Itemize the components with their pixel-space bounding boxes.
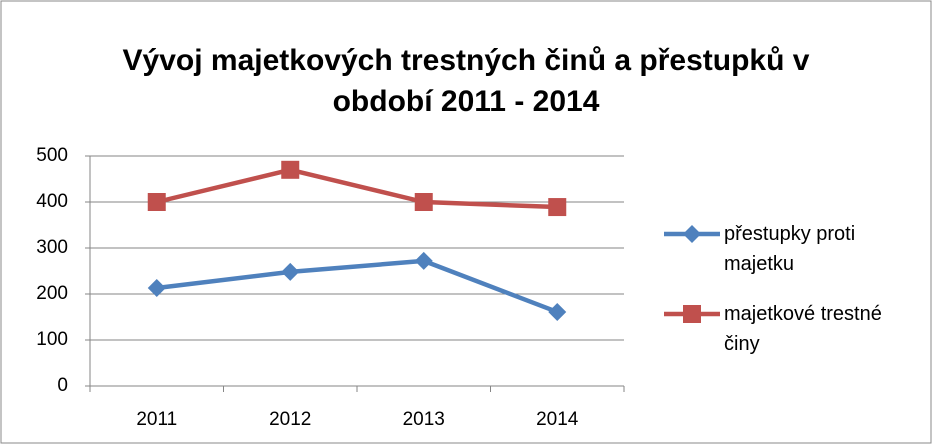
point-marker (147, 193, 166, 211)
series-line (156, 167, 558, 210)
legend-label: majetkové trestné činy (724, 303, 882, 355)
point-marker (147, 279, 166, 298)
x-tick-label: 2013 (403, 409, 445, 430)
y-tick-label: 0 (57, 375, 68, 396)
point-marker (414, 251, 433, 270)
point-marker (414, 193, 433, 211)
y-tick-label: 200 (36, 283, 68, 304)
x-tick-label: 2011 (136, 409, 177, 430)
legend-label: přestupky proti majetku (724, 223, 856, 275)
legend-marker (683, 305, 701, 323)
x-tick-label: 2014 (536, 409, 579, 430)
point-marker (548, 302, 567, 321)
y-tick-label: 500 (36, 145, 68, 166)
y-tick-label: 300 (36, 237, 68, 258)
x-tick-label: 2012 (269, 409, 311, 430)
chart-title: Vývoj majetkových trestných činů a přest… (122, 44, 810, 118)
y-tick-label: 100 (36, 329, 68, 350)
point-marker (281, 160, 300, 179)
legend-marker (683, 225, 701, 243)
y-tick-label: 400 (36, 191, 68, 212)
series-line (156, 258, 559, 315)
point-marker (548, 198, 567, 217)
point-marker (281, 262, 300, 281)
